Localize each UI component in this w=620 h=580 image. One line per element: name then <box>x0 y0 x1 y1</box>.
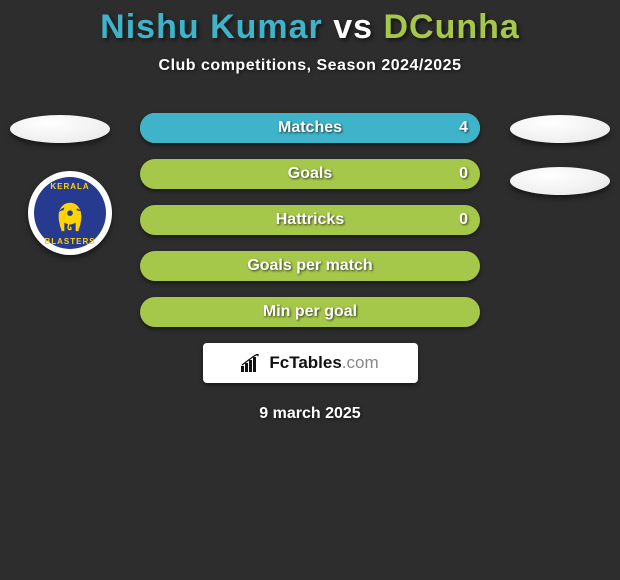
elephant-icon <box>51 199 89 233</box>
left-ellipse-1 <box>10 115 110 143</box>
title-player2: DCunha <box>384 8 520 46</box>
stat-label: Min per goal <box>140 297 480 327</box>
right-ellipse-1 <box>510 115 610 143</box>
stat-row: Goals0 <box>140 159 480 189</box>
title-vs: vs <box>333 8 373 46</box>
club-badge-text-line2: BLASTERS <box>34 237 106 246</box>
title-player1: Nishu Kumar <box>100 8 323 46</box>
stat-value: 0 <box>459 205 468 235</box>
club-badge-inner: KERALA BLASTERS <box>34 177 106 249</box>
stats-area: KERALA BLASTERS Matches4Goals0Hattricks0… <box>0 113 620 327</box>
fctables-logo-text: FcTables.com <box>269 353 378 373</box>
club-badge-kerala-blasters: KERALA BLASTERS <box>28 171 112 255</box>
stat-label: Goals <box>140 159 480 189</box>
stat-value: 0 <box>459 159 468 189</box>
page-title: Nishu Kumar vs DCunha <box>0 0 620 47</box>
stat-row: Min per goal <box>140 297 480 327</box>
stat-label: Matches <box>140 113 480 143</box>
right-ellipse-2 <box>510 167 610 195</box>
stat-value: 4 <box>459 113 468 143</box>
stat-label: Goals per match <box>140 251 480 281</box>
stat-label: Hattricks <box>140 205 480 235</box>
stat-row: Hattricks0 <box>140 205 480 235</box>
date-line: 9 march 2025 <box>0 405 620 423</box>
club-badge-text-line1: KERALA <box>34 182 106 191</box>
stat-row: Goals per match <box>140 251 480 281</box>
comparison-card: Nishu Kumar vs DCunha Club competitions,… <box>0 0 620 580</box>
stat-row: Matches4 <box>140 113 480 143</box>
fctables-logo-box: FcTables.com <box>203 343 418 383</box>
barchart-icon <box>241 354 263 372</box>
logo-text-suffix: .com <box>342 353 379 372</box>
logo-text-main: FcTables <box>269 353 341 372</box>
subtitle: Club competitions, Season 2024/2025 <box>0 57 620 75</box>
